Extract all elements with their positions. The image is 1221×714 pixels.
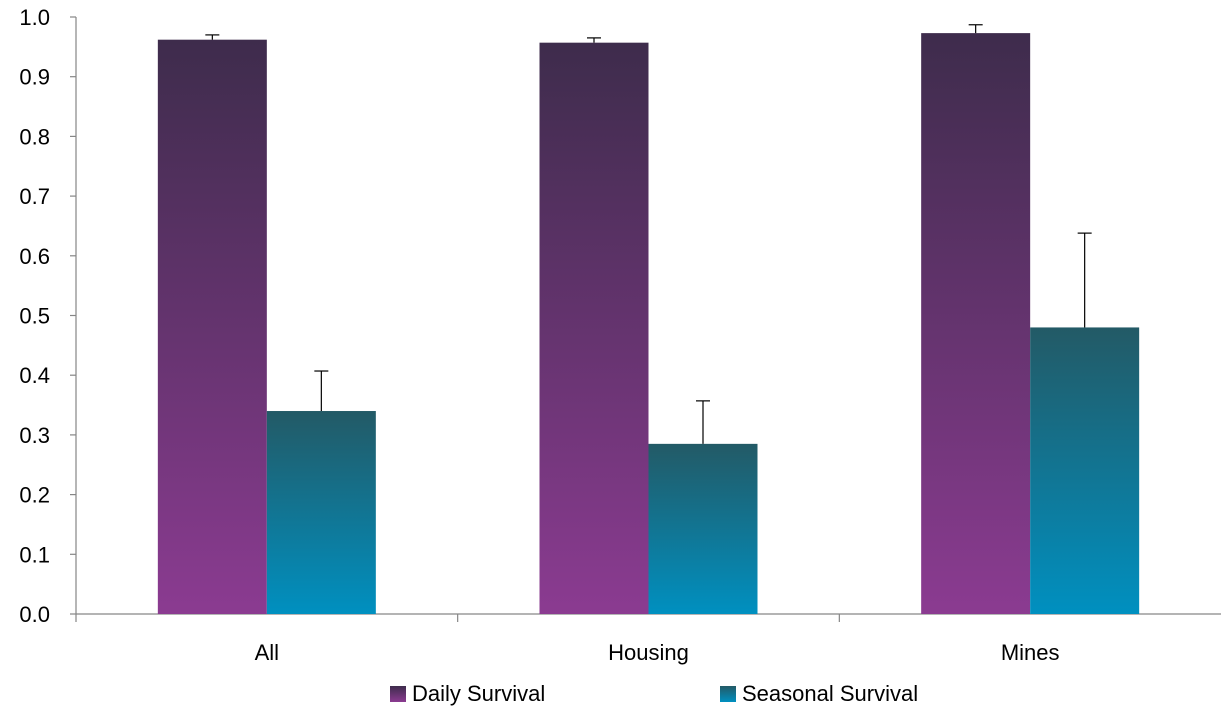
y-tick-label: 0.5: [19, 304, 50, 329]
x-category-labels: All Housing Mines: [255, 640, 1060, 665]
legend-swatch: [720, 686, 736, 702]
y-tick-label: 0.9: [19, 65, 50, 90]
bar-seasonal-survival-housing: [648, 443, 758, 614]
error-bars: [205, 24, 1092, 444]
y-tick-label: 1.0: [19, 5, 50, 30]
y-tick-label: 0.0: [19, 602, 50, 627]
y-tick-label: 0.6: [19, 244, 50, 269]
y-tick-labels: 0.0 0.1 0.2 0.3 0.4 0.5 0.6 0.7 0.8 0.9 1.0: [19, 5, 50, 627]
y-tick-label: 0.2: [19, 483, 50, 508]
bar-daily-survival-housing: [539, 42, 649, 614]
legend: Daily Survival Seasonal Survival: [390, 681, 918, 706]
legend-swatch: [390, 686, 406, 702]
x-category-label: All: [255, 640, 279, 665]
bars: [157, 33, 1140, 615]
y-tick-label: 0.8: [19, 124, 50, 149]
y-tick-label: 0.7: [19, 184, 50, 209]
bar-daily-survival-mines: [921, 33, 1031, 614]
legend-label: Seasonal Survival: [742, 681, 918, 706]
x-category-label: Mines: [1001, 640, 1060, 665]
y-tick-label: 0.4: [19, 363, 50, 388]
y-tick-label: 0.1: [19, 542, 50, 567]
y-tick-label: 0.3: [19, 423, 50, 448]
legend-label: Daily Survival: [412, 681, 545, 706]
bar-seasonal-survival-all: [266, 411, 376, 614]
bar-seasonal-survival-mines: [1030, 327, 1140, 614]
x-category-label: Housing: [608, 640, 689, 665]
bar-daily-survival-all: [157, 39, 267, 615]
